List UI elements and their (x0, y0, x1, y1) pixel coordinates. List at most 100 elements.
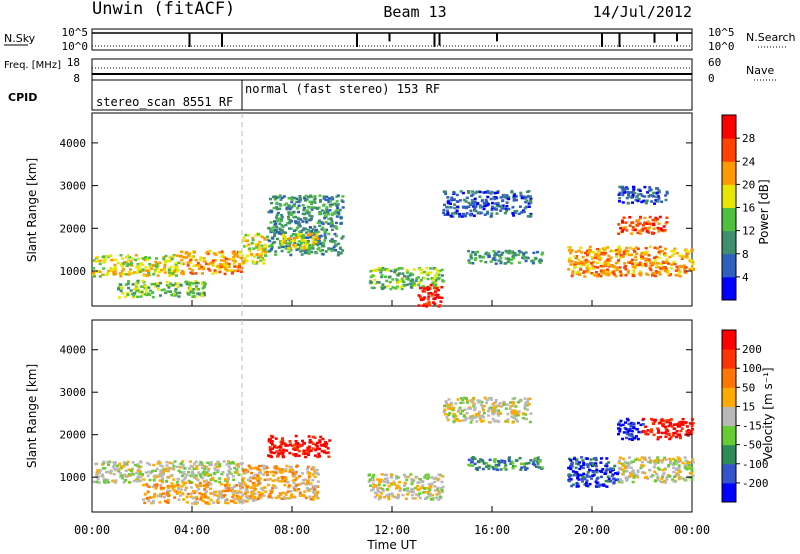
echo-cell (144, 287, 148, 291)
echo-cell (621, 437, 624, 441)
echo-cell (492, 250, 496, 253)
echo-cell (491, 412, 495, 416)
echo-cell (520, 196, 524, 200)
echo-cell (653, 460, 657, 464)
echo-cell (257, 491, 261, 494)
echo-cell (187, 479, 191, 483)
echo-cell (538, 466, 542, 469)
echo-cell (647, 231, 651, 234)
echo-cell (602, 250, 606, 253)
echo-cell (636, 199, 640, 203)
echo-cell (202, 285, 206, 289)
echo-cell (447, 406, 450, 410)
colorbar-segment (722, 482, 736, 503)
echo-cell (469, 464, 473, 467)
echo-cell (469, 253, 473, 256)
echo-cell (571, 272, 575, 275)
echo-cell (648, 265, 652, 268)
echo-cell (460, 215, 464, 218)
echo-cell (428, 494, 431, 497)
echo-cell (473, 207, 477, 210)
echo-cell (270, 201, 274, 205)
echo-cell (481, 460, 485, 463)
echo-cell (386, 284, 390, 288)
echo-cell (438, 495, 442, 498)
echo-cell (298, 195, 302, 198)
echo-cell (303, 239, 307, 243)
echo-cell (306, 249, 310, 253)
echo-cell (469, 203, 473, 206)
echo-cell (201, 272, 204, 275)
echo-cell (600, 251, 604, 255)
echo-cell (637, 197, 641, 201)
echo-cell (302, 228, 306, 231)
echo-cell (657, 189, 661, 192)
echo-cell (174, 287, 178, 291)
echo-cell (421, 491, 425, 494)
echo-cell (173, 496, 177, 499)
echo-cell (288, 470, 292, 473)
echo-cell (194, 288, 198, 291)
echo-cell (506, 418, 510, 421)
echo-cell (501, 204, 505, 207)
echo-cell (647, 222, 651, 225)
echo-cell (639, 193, 643, 196)
echo-cell (580, 251, 583, 254)
echo-cell (638, 263, 642, 266)
echo-cell (678, 435, 682, 438)
echo-cell (150, 291, 154, 294)
echo-cell (203, 487, 207, 491)
echo-cell (251, 482, 255, 485)
echo-cell (165, 464, 169, 467)
echo-cell (332, 245, 336, 249)
echo-cell (286, 480, 290, 484)
echo-cell (388, 280, 392, 284)
echo-cell (391, 278, 395, 281)
echo-cell (295, 484, 299, 487)
echo-cell (513, 411, 517, 415)
echo-cell (440, 296, 444, 300)
echo-cell (421, 285, 425, 288)
echo-cell (229, 268, 233, 272)
echo-cell (691, 261, 695, 264)
echo-cell (164, 479, 168, 483)
echo-cell (213, 493, 217, 497)
echo-cell (237, 495, 240, 499)
echo-cell (159, 484, 163, 487)
echo-cell (278, 449, 282, 452)
echo-cell (482, 411, 486, 415)
echo-cell (577, 463, 580, 466)
echo-cell (179, 254, 183, 258)
echo-cell (327, 198, 331, 202)
echo-cell (656, 427, 660, 430)
echo-cell (494, 399, 498, 402)
echo-cell (440, 268, 444, 272)
echo-cell (611, 473, 615, 476)
echo-cell (625, 470, 629, 473)
echo-cell (621, 230, 624, 233)
echo-cell (254, 473, 258, 477)
echo-cell (408, 282, 412, 286)
echo-cell (269, 230, 273, 234)
echo-cell (169, 265, 173, 269)
echo-cell (240, 254, 244, 257)
echo-cell (153, 270, 157, 273)
echo-cell (269, 489, 272, 493)
echo-cell (461, 419, 465, 422)
echo-cell (426, 297, 430, 301)
echo-cell (513, 194, 517, 197)
echo-cell (690, 266, 694, 270)
echo-cell (637, 430, 641, 434)
echo-cell (650, 430, 653, 433)
echo-cell (678, 436, 682, 440)
echo-cell (293, 474, 297, 478)
echo-cell (119, 263, 123, 267)
echo-cell (527, 461, 531, 465)
echo-cell (309, 232, 313, 236)
echo-cell (278, 207, 282, 210)
echo-cell (630, 253, 634, 256)
echo-cell (134, 478, 138, 482)
echo-cell (273, 220, 276, 223)
echo-cell (321, 226, 325, 230)
echo-cell (675, 423, 679, 426)
